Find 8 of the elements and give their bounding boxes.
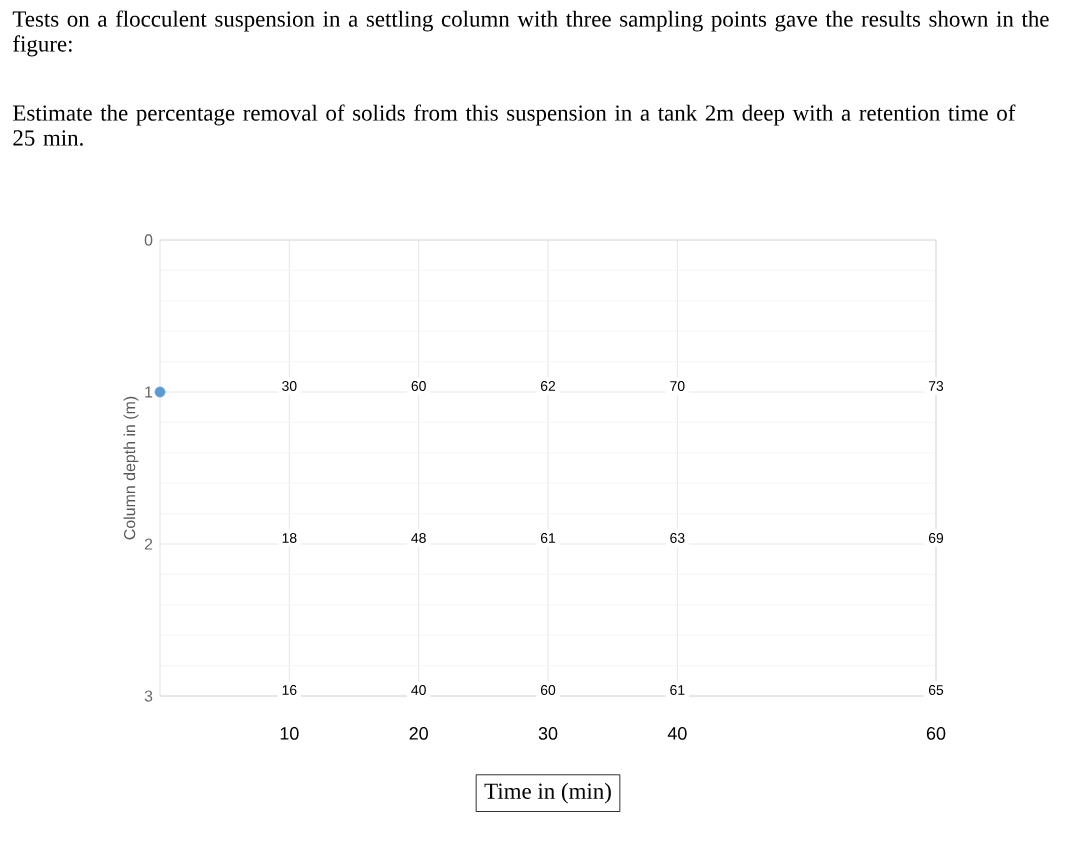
- chart-title: Tests on a flocculent suspension in a settling column with three sampling points gave the results shown in the figure:: [12, 10, 1049, 57]
- x-axis-title: Time in (min): [484, 782, 611, 804]
- x-tick-label: 60: [926, 727, 946, 740]
- x-tick-label: 40: [667, 727, 687, 740]
- chart-subtitle: Estimate the percentage removal of solids from this suspension in a tank 2m deep with a retention time of 25 min.: [13, 104, 1016, 146]
- x-tick-label: 30: [538, 727, 558, 740]
- x-tick-label: 20: [409, 727, 428, 740]
- x-tick-label: 10: [280, 727, 299, 740]
